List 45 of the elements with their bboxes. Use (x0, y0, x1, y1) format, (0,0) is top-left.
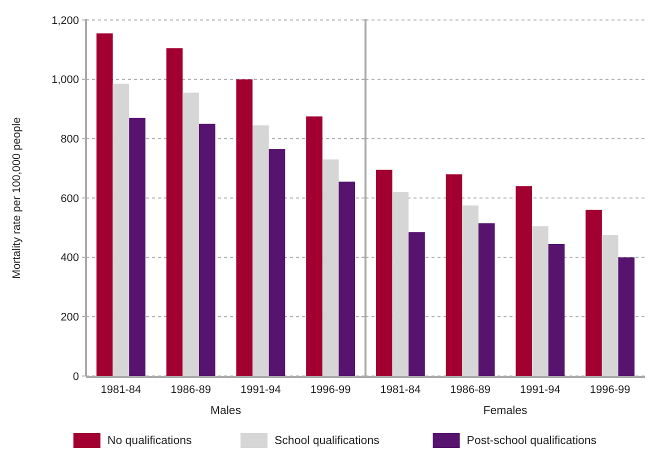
x-tick-label: 1986-89 (450, 384, 490, 396)
y-tick-label: 400 (60, 252, 79, 264)
y-tick-label: 800 (60, 134, 79, 146)
bar (182, 92, 199, 376)
bar (129, 118, 146, 376)
x-axis-title: Females (483, 405, 528, 417)
x-tick-label: 1981-84 (380, 384, 421, 396)
x-tick-label: 1986-89 (170, 384, 211, 396)
y-tick-label: 1,200 (51, 14, 79, 27)
bar (236, 79, 253, 376)
bar (306, 116, 322, 376)
bar (446, 174, 462, 376)
bar (322, 159, 339, 376)
bar (252, 125, 269, 376)
bar (96, 33, 113, 376)
bar (548, 244, 565, 376)
legend-label: No qualifications (107, 435, 192, 448)
bar (198, 124, 216, 376)
bar (586, 210, 602, 376)
legend-label: School qualifications (274, 435, 380, 448)
bar (166, 48, 183, 376)
bar (112, 84, 130, 376)
x-tick-label: 1996-99 (590, 384, 630, 396)
bar (392, 192, 409, 376)
y-tick-label: 1,000 (51, 74, 79, 86)
x-tick-label: 1991-94 (240, 384, 281, 396)
y-tick-label: 600 (60, 192, 79, 205)
bar (618, 257, 635, 376)
bar (408, 232, 425, 376)
bar (532, 226, 548, 376)
y-tick-label: 200 (60, 312, 79, 324)
x-tick-label: 1981-84 (100, 384, 142, 396)
y-axis-title: Mortality rate per 100,000 people (11, 117, 23, 279)
x-tick-label: 1991-94 (520, 384, 560, 396)
bar (478, 223, 495, 376)
bar (268, 149, 286, 376)
bar (338, 182, 356, 376)
bar (516, 186, 532, 376)
y-tick-label: 0 (72, 370, 79, 383)
legend-label: Post-school qualifications (466, 435, 597, 448)
bar (462, 205, 478, 376)
bar (602, 235, 618, 376)
x-axis-title: Males (210, 405, 242, 417)
x-tick-label: 1996-99 (310, 384, 351, 396)
bar (376, 170, 392, 376)
